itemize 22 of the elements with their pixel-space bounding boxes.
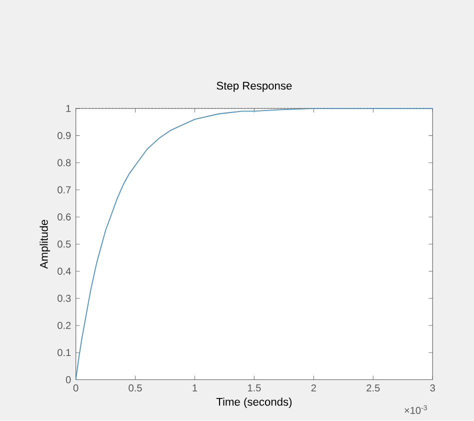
x-axis-title: Time (seconds): [216, 398, 292, 408]
x-tick-label: 2.5: [366, 384, 380, 392]
y-tick-label: 0.2: [58, 322, 71, 330]
y-tick-label: 0.6: [58, 214, 71, 221]
y-tick-label: 0.1: [58, 349, 71, 356]
x-tick-label: 1.5: [248, 384, 261, 392]
chart-title: Step Response: [216, 82, 292, 92]
x-tick-label: 0: [73, 384, 78, 392]
y-axis-title: Amplitude: [40, 220, 50, 269]
y-tick-label: 0.3: [58, 294, 71, 302]
x-tick-label: 0.5: [128, 384, 142, 392]
text: ×10$^{-3}$: [404, 405, 427, 414]
y-tick-label: 0: [66, 376, 71, 384]
x-tick-label: 3: [430, 384, 435, 392]
x-tick-label: 2: [311, 384, 316, 392]
y-tick-label: 0.8: [58, 159, 71, 166]
y-tick-label: 0.4: [58, 268, 71, 275]
x-tick-label: 1: [192, 384, 198, 392]
y-tick-label: 0.7: [58, 186, 71, 194]
y-tick-label: 1: [66, 105, 71, 112]
y-tick-label: 0.5: [58, 240, 71, 248]
y-tick-label: 0.9: [58, 132, 71, 140]
